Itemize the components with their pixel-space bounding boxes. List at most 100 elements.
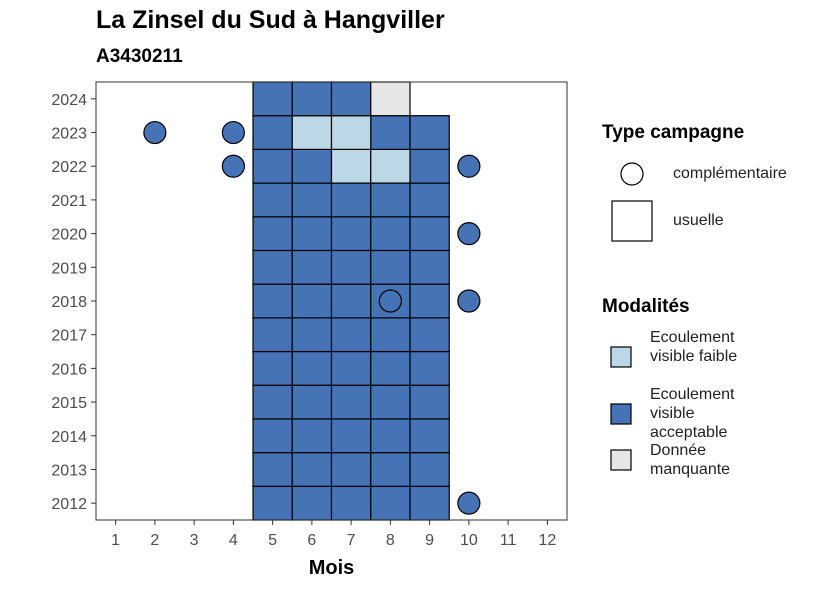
point-2020-10	[457, 222, 481, 246]
legend-item-acceptable-label: Ecoulement visible acceptable	[650, 386, 735, 441]
tile-2017-5	[252, 317, 293, 353]
tile-2023-6	[291, 115, 333, 150]
y-tick-label-2013: 2013	[51, 462, 87, 479]
legend-item-manquante-label: Donnée manquante	[650, 442, 731, 478]
legend-circle-label: complémentaire	[673, 165, 787, 182]
tile-2015-5	[252, 384, 293, 420]
tile-2013-5	[252, 452, 293, 487]
y-tick-label-2019: 2019	[51, 260, 87, 277]
y-tick-label-2023: 2023	[51, 126, 87, 143]
tile-2024-6	[291, 81, 333, 117]
tile-2017-9	[409, 317, 450, 353]
point-2022-10	[457, 154, 481, 178]
tile-2016-5	[252, 350, 293, 386]
tile-2022-5	[252, 148, 293, 184]
tile-2015-7	[330, 384, 372, 420]
legend-type-title: Type campagne	[602, 122, 745, 143]
legend-square-shape	[611, 200, 653, 242]
tile-2019-7	[330, 249, 372, 285]
y-tick-label-2021: 2021	[51, 193, 87, 210]
axis-layer: 2012 2013 2014 2015 2016 2017 2018 2019 2020 2021…	[51, 81, 568, 579]
y-tick-label-2024: 2024	[51, 92, 87, 109]
x-tick-label-10: 10	[460, 532, 478, 549]
tile-2024-8	[370, 81, 411, 117]
x-tick-label-2: 2	[150, 532, 159, 549]
tile-2017-6	[291, 317, 333, 353]
point-2018-10	[457, 289, 481, 313]
legend-swatch-0	[610, 346, 632, 368]
tile-2021-6	[291, 182, 333, 218]
tile-2013-8	[370, 452, 411, 487]
y-tick-label-2018: 2018	[51, 294, 87, 311]
tile-2023-5	[252, 115, 293, 150]
tile-2015-6	[291, 384, 333, 420]
tile-2019-5	[252, 249, 293, 285]
tile-2017-8	[370, 317, 411, 353]
y-tick-label-2012: 2012	[51, 496, 87, 513]
chart-subtitle: A3430211	[96, 46, 183, 67]
point-2023-4	[221, 120, 245, 145]
tile-2022-8	[370, 148, 411, 184]
tile-2019-6	[291, 249, 333, 285]
point-2018-8	[378, 289, 402, 313]
tile-2022-7	[330, 148, 372, 184]
tile-2013-9	[409, 452, 450, 487]
tile-2014-9	[409, 418, 450, 454]
tile-2019-9	[409, 249, 450, 285]
tile-2023-9	[409, 115, 450, 150]
legend-item-faible-label: Ecoulement visible faible	[650, 329, 738, 365]
y-tick-label-2017: 2017	[51, 328, 87, 345]
tile-2018-7	[330, 283, 372, 319]
x-tick-label-3: 3	[190, 532, 199, 549]
x-axis-label: Mois	[309, 557, 355, 579]
tile-2012-5	[252, 485, 293, 521]
x-tick-label-5: 5	[268, 532, 277, 549]
point-layer	[143, 120, 481, 515]
y-tick-label-2022: 2022	[51, 159, 87, 176]
y-tick-label-2016: 2016	[51, 361, 87, 378]
legend-swatch-2	[610, 449, 632, 471]
tile-2016-8	[370, 350, 411, 386]
tile-2024-5	[252, 81, 293, 117]
legend-circle-shape	[620, 162, 644, 186]
y-tick-label-2020: 2020	[51, 227, 87, 244]
tile-2014-7	[330, 418, 372, 454]
tile-2021-5	[252, 182, 293, 218]
tile-2016-6	[291, 350, 333, 386]
tile-2020-9	[409, 216, 450, 252]
tile-2016-9	[409, 350, 450, 386]
tile-2012-9	[409, 485, 450, 521]
tile-2014-6	[291, 418, 333, 454]
x-tick-label-6: 6	[307, 532, 316, 549]
chart-title: La Zinsel du Sud à Hangviller	[96, 6, 445, 34]
tile-2023-8	[370, 115, 411, 150]
tile-2012-7	[330, 485, 372, 521]
point-2023-2	[143, 120, 167, 145]
tile-2024-7	[330, 81, 372, 117]
tile-2018-5	[252, 283, 293, 319]
point-2022-4	[221, 154, 245, 178]
tile-2021-9	[409, 182, 450, 218]
tile-2012-8	[370, 485, 411, 521]
tile-2018-6	[291, 283, 333, 319]
tile-2023-7	[330, 115, 372, 150]
x-tick-label-9: 9	[425, 532, 434, 549]
x-tick-label-11: 11	[500, 532, 517, 549]
tile-2016-7	[330, 350, 372, 386]
tile-2015-8	[370, 384, 411, 420]
tile-2014-8	[370, 418, 411, 454]
tile-2015-9	[409, 384, 450, 420]
tile-2013-7	[330, 452, 372, 487]
tile-2021-7	[330, 182, 372, 218]
x-tick-label-8: 8	[386, 532, 395, 549]
legend-square-label: usuelle	[673, 212, 724, 229]
legend-shapes-layer	[610, 162, 653, 471]
tile-2020-5	[252, 216, 293, 252]
tile-2021-8	[370, 182, 411, 218]
tile-2022-6	[291, 148, 333, 184]
point-2012-10	[457, 491, 481, 515]
x-tick-label-7: 7	[347, 532, 356, 549]
tile-2020-6	[291, 216, 333, 252]
y-tick-label-2015: 2015	[51, 395, 87, 412]
